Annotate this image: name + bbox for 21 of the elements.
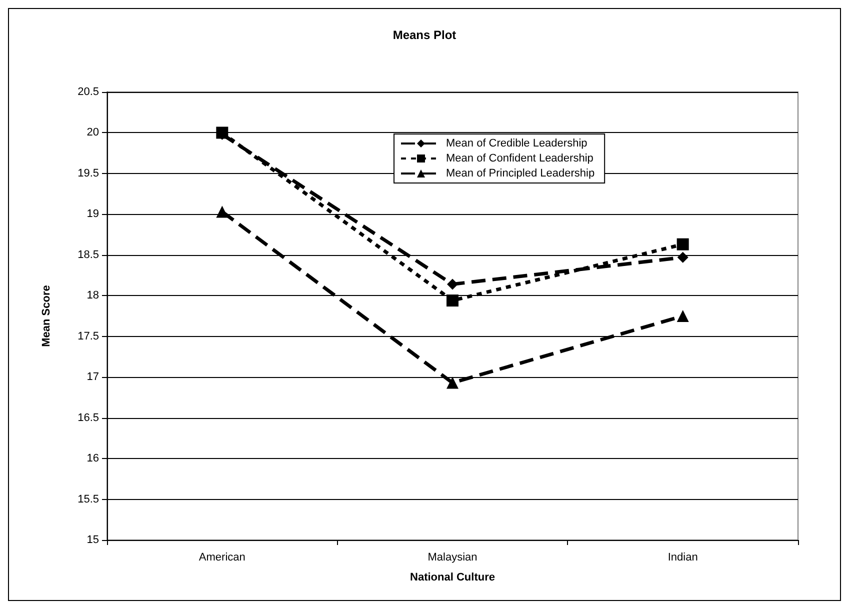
- y-tick-label: 17: [86, 371, 99, 384]
- y-tick-label: 17.5: [78, 330, 99, 342]
- chart-title: Means Plot: [392, 28, 456, 42]
- y-tick-label: 15.5: [78, 493, 99, 506]
- legend-label: Mean of Principled Leadership: [446, 168, 595, 180]
- legend-label: Mean of Credible Leadership: [446, 138, 588, 150]
- x-axis-title: National Culture: [410, 572, 495, 584]
- y-axis-title: Mean Score: [40, 285, 52, 347]
- x-tick-label: Indian: [668, 552, 698, 564]
- y-tick-label: 16: [86, 452, 99, 465]
- x-tick-label: Malaysian: [428, 552, 478, 564]
- y-tick-label: 16.5: [78, 412, 99, 424]
- y-tick-label: 19: [86, 208, 99, 220]
- y-tick-label: 20: [86, 126, 99, 139]
- y-tick-label: 18: [86, 290, 99, 302]
- y-tick-label: 15: [86, 534, 99, 546]
- legend-label: Mean of Confident Leadership: [446, 152, 594, 164]
- y-tick-label: 20.5: [78, 86, 99, 98]
- y-tick-label: 18.5: [78, 248, 99, 261]
- y-tick-label: 19.5: [78, 167, 99, 180]
- x-tick-label: American: [198, 552, 246, 564]
